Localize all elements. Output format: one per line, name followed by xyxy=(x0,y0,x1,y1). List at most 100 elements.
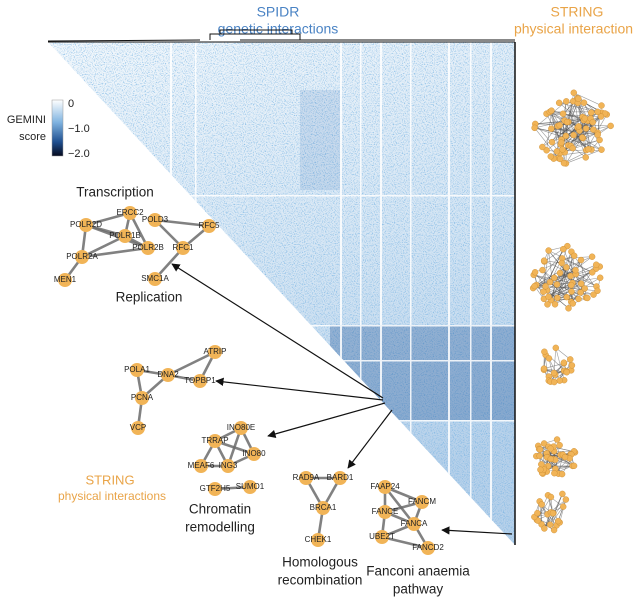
string-edge xyxy=(554,277,601,305)
node xyxy=(311,533,325,547)
string-node xyxy=(543,147,550,154)
string-edge xyxy=(543,363,565,369)
string-node xyxy=(550,369,558,377)
edge xyxy=(81,246,149,259)
string-node xyxy=(582,125,590,132)
node xyxy=(148,272,162,286)
string-node xyxy=(546,278,554,286)
string-node xyxy=(540,288,547,295)
node xyxy=(58,273,72,287)
node xyxy=(221,459,235,473)
string-node xyxy=(545,247,552,254)
string-node xyxy=(563,293,570,301)
node xyxy=(375,530,389,544)
string-node xyxy=(555,517,562,525)
string-node xyxy=(544,301,551,308)
string-node xyxy=(570,89,577,96)
module-label: Chromatin xyxy=(189,502,251,517)
node xyxy=(193,374,207,388)
string-node xyxy=(589,119,596,126)
node xyxy=(131,421,145,435)
module-label: Homologous xyxy=(282,555,358,570)
node xyxy=(161,368,175,382)
node xyxy=(148,213,162,227)
string-node xyxy=(570,131,577,139)
string-node xyxy=(552,344,559,352)
string-edge xyxy=(536,245,568,286)
node-label: INO80 xyxy=(242,449,266,458)
colorbar-tick: −2.0 xyxy=(68,148,90,160)
string-node xyxy=(540,365,548,372)
string-node xyxy=(607,122,614,130)
node-label: BARD1 xyxy=(327,473,354,482)
edge xyxy=(85,211,131,227)
string-node xyxy=(581,115,589,122)
string-node xyxy=(553,148,561,155)
node xyxy=(194,459,208,473)
node-label: DNA2 xyxy=(157,370,179,379)
string-node xyxy=(589,269,596,276)
string-node xyxy=(539,266,546,274)
string-edge xyxy=(551,110,589,150)
string-node xyxy=(562,132,570,140)
edge xyxy=(383,486,416,525)
string-node xyxy=(575,95,582,102)
module-label: Replication xyxy=(116,290,183,305)
string-node xyxy=(541,348,548,355)
string-node xyxy=(568,288,575,295)
node xyxy=(79,218,93,232)
string-node xyxy=(588,253,596,260)
string-node xyxy=(577,256,585,264)
string-node xyxy=(538,501,545,508)
string-edge xyxy=(549,506,564,525)
module-label: recombination xyxy=(278,573,363,588)
string-node xyxy=(598,146,605,153)
node xyxy=(333,471,347,485)
string-edge xyxy=(548,358,555,383)
string-node xyxy=(559,146,566,153)
node-label: INO80E xyxy=(227,423,255,432)
string-node xyxy=(541,525,548,532)
string-node xyxy=(560,503,567,510)
colorbar-tick: 0 xyxy=(68,98,74,110)
module-label: pathway xyxy=(393,582,444,597)
node-label: POLA1 xyxy=(124,365,150,374)
string-edge xyxy=(557,499,567,522)
string-edge xyxy=(549,111,585,119)
string-node xyxy=(577,280,585,287)
node xyxy=(247,447,261,461)
edge xyxy=(167,350,216,377)
string-edge xyxy=(553,347,557,373)
node-label: UBE2T xyxy=(369,532,395,541)
node xyxy=(130,363,144,377)
module-label: Transcription xyxy=(76,185,154,200)
node xyxy=(123,206,137,220)
string-edge xyxy=(572,120,585,149)
string-node xyxy=(556,441,563,449)
node-label: RFC5 xyxy=(199,221,220,230)
node xyxy=(176,241,190,255)
string-node xyxy=(568,281,575,289)
string-node xyxy=(593,261,600,268)
string-node xyxy=(548,107,555,114)
string-edge xyxy=(587,120,589,150)
string-node xyxy=(577,289,584,296)
string-node xyxy=(579,134,586,141)
node xyxy=(421,541,435,555)
network-module: ATRIP POLA1 DNA2 TOPBP1 PCNA VCP xyxy=(124,345,226,435)
node-label: RFC1 xyxy=(173,243,194,252)
string-node xyxy=(531,124,538,132)
string-subtitle: physical interactions xyxy=(514,21,633,37)
string-node xyxy=(584,294,591,302)
string-edge xyxy=(556,277,601,285)
node-label: TOPBP1 xyxy=(184,376,216,385)
node xyxy=(378,480,392,494)
string-node xyxy=(563,98,570,105)
node xyxy=(299,471,313,485)
string-node xyxy=(575,295,582,303)
colorbar-tick: −1.0 xyxy=(68,123,90,135)
network-module: FAAP24 FANCE FANCM FANCA UBE2T FANCD2 Fanconi … xyxy=(366,480,470,597)
string-node xyxy=(598,102,605,109)
node-label: MEN1 xyxy=(54,275,77,284)
